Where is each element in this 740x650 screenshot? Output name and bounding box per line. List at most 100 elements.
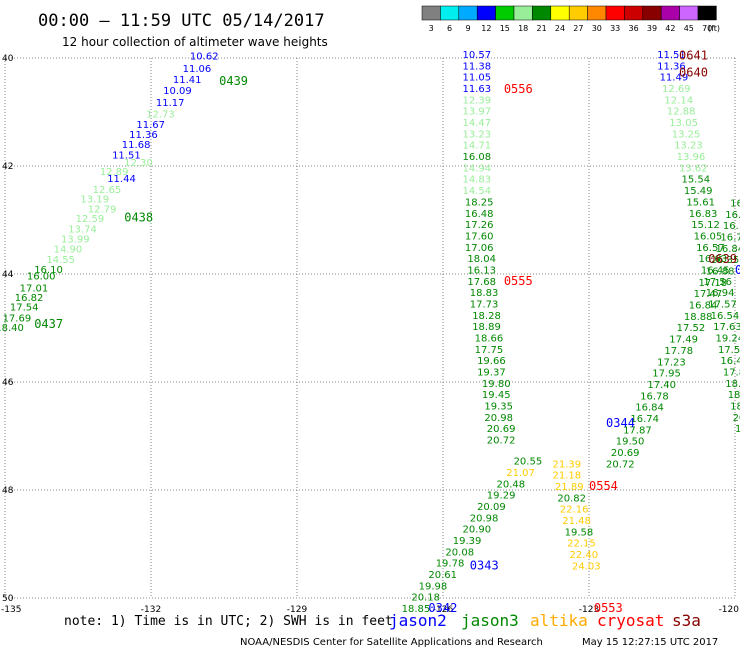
colorbar-label: 18 — [518, 24, 528, 33]
wave-height-point: 14.90 — [54, 244, 83, 255]
wave-height-point: 11.05 — [462, 73, 491, 84]
colorbar-label: 36 — [629, 24, 639, 33]
wave-height-point: 19.58 — [565, 527, 594, 538]
wave-height-point: 16.83 — [689, 209, 718, 220]
x-tick-label: -120 — [719, 605, 740, 615]
x-tick-label: -129 — [287, 605, 308, 615]
wave-height-point: 14.55 — [46, 255, 75, 266]
wave-height-point: 18.25 — [465, 197, 494, 208]
wave-height-point: 13.62 — [679, 163, 708, 174]
wave-height-point: 11.38 — [462, 61, 491, 72]
wave-height-point: 20.82 — [557, 493, 586, 504]
wave-height-point: 17.54 — [10, 303, 39, 314]
wave-height-point: 17.75 — [475, 345, 504, 356]
x-axis-ticks: -135 -132 -129 -126 -123 -120 — [1, 605, 739, 615]
wave-height-point: 16.57 — [696, 243, 725, 254]
colorbar-swatch — [513, 5, 533, 21]
wave-height-point: 20.08 — [445, 547, 474, 558]
wave-height-point: 17.49 — [669, 335, 698, 346]
colorbar-swatch — [587, 5, 607, 21]
wave-height-point: 20.98 — [484, 413, 513, 424]
time-label: 0439 — [219, 74, 248, 88]
chart-note: note: 1) Time is in UTC; 2) SWH is in fe… — [64, 614, 393, 629]
wave-height-point: 17.51 — [718, 345, 740, 356]
wave-height-point: 12.30 — [124, 158, 153, 169]
x-tick-label: -135 — [1, 605, 21, 615]
wave-height-point: 19.78 — [436, 559, 465, 570]
wave-height-point: 18.28 — [472, 311, 501, 322]
x-tick-label: -132 — [141, 605, 161, 615]
colorbar-label: 30 — [592, 24, 602, 33]
wave-height-point: 15.49 — [684, 186, 713, 197]
time-label: 0640 — [679, 65, 708, 79]
wave-height-point: 12.14 — [664, 95, 693, 106]
wave-height-point: 12.65 — [93, 185, 122, 196]
wave-height-point: 15.61 — [686, 197, 715, 208]
wave-height-point: 20.72 — [487, 436, 516, 447]
colorbar-swatch — [532, 5, 552, 21]
wave-height-point: 16.84 — [635, 403, 664, 414]
grid — [4, 57, 736, 599]
chart-title: 00:00 – 11:59 UTC 05/14/2017 — [38, 11, 325, 31]
wave-height-point: 20.48 — [497, 479, 526, 490]
wave-height-point: 12.88 — [667, 107, 696, 118]
wave-height-point: 17.68 — [467, 277, 496, 288]
wave-height-point: 11.17 — [156, 98, 185, 109]
wave-height-point: 18.88 — [684, 312, 713, 323]
chart-subtitle: 12 hour collection of altimeter wave hei… — [62, 35, 328, 49]
wave-height-point: 19.37 — [477, 368, 506, 379]
wave-height-point: 16.10 — [34, 265, 63, 276]
colorbar: 3 6 9 12 15 18 21 24 27 30 33 36 39 42 45 70 — [421, 5, 717, 33]
wave-height-point: 12.39 — [462, 95, 491, 106]
wave-height-point: 16.84 — [689, 301, 718, 312]
legend-jason2: jason2 — [389, 611, 447, 630]
wave-height-point: 12.89 — [100, 167, 129, 178]
y-tick-label: 48 — [2, 486, 14, 496]
wave-height-point: 19.24 — [716, 334, 740, 345]
wave-height-point: 17.95 — [652, 369, 681, 380]
legend-s3a: s3a — [672, 611, 701, 630]
colorbar-label: 70 — [702, 24, 712, 33]
wave-height-point: 17.56 — [703, 277, 732, 288]
wave-height-point: 19.35 — [484, 402, 513, 413]
colorbar-label: 33 — [610, 24, 620, 33]
time-label: 0553 — [594, 601, 623, 615]
colorbar-swatch — [550, 5, 570, 21]
time-label: 0555 — [504, 274, 533, 288]
wave-height-point: 13.25 — [672, 129, 701, 140]
wave-height-point: 15.12 — [691, 220, 720, 231]
wave-height-point: 17.63 — [713, 322, 740, 333]
wave-height-point: 16.94 — [706, 288, 735, 299]
wave-height-point: 20.61 — [428, 570, 457, 581]
wave-height-point: 17.01 — [20, 283, 49, 294]
colorbar-label: 27 — [573, 24, 583, 33]
time-label: 0344 — [606, 416, 635, 430]
wave-height-point: 18.40 — [0, 323, 24, 334]
wave-height-point: 21.89 — [555, 482, 584, 493]
time-label: 0345 — [735, 263, 740, 277]
colorbar-label: 12 — [481, 24, 491, 33]
wave-height-point: 16.72 — [725, 210, 740, 221]
colorbar-swatch — [697, 5, 717, 21]
wave-height-point: 19.29 — [487, 491, 516, 502]
wave-height-point: 13.97 — [462, 107, 491, 118]
wave-height-point: 16.78 — [720, 233, 740, 244]
footer-credit: NOAA/NESDIS Center for Satellite Applica… — [240, 637, 543, 648]
wave-height-point: 18.5 — [730, 402, 740, 413]
wave-height-point: 13.19 — [80, 195, 109, 206]
wave-height-point: 21.48 — [562, 516, 591, 527]
wave-height-point: 20.7 — [733, 413, 740, 424]
wave-height-point: 20.98 — [470, 513, 499, 524]
wave-height-point: 20.90 — [462, 525, 491, 536]
x-tick-label: -126 — [433, 605, 454, 615]
wave-height-point: 16.78 — [640, 391, 669, 402]
wave-height-point: 13.99 — [61, 235, 90, 246]
colorbar-label: 45 — [684, 24, 694, 33]
wave-height-point: 11.67 — [136, 120, 165, 131]
wave-height-point: 17.26 — [465, 220, 494, 231]
wave-height-point: 13.23 — [674, 141, 703, 152]
wave-height-point: 11.51 — [657, 50, 686, 61]
colorbar-label: 6 — [447, 24, 452, 33]
wave-height-point: 21.18 — [553, 471, 582, 482]
